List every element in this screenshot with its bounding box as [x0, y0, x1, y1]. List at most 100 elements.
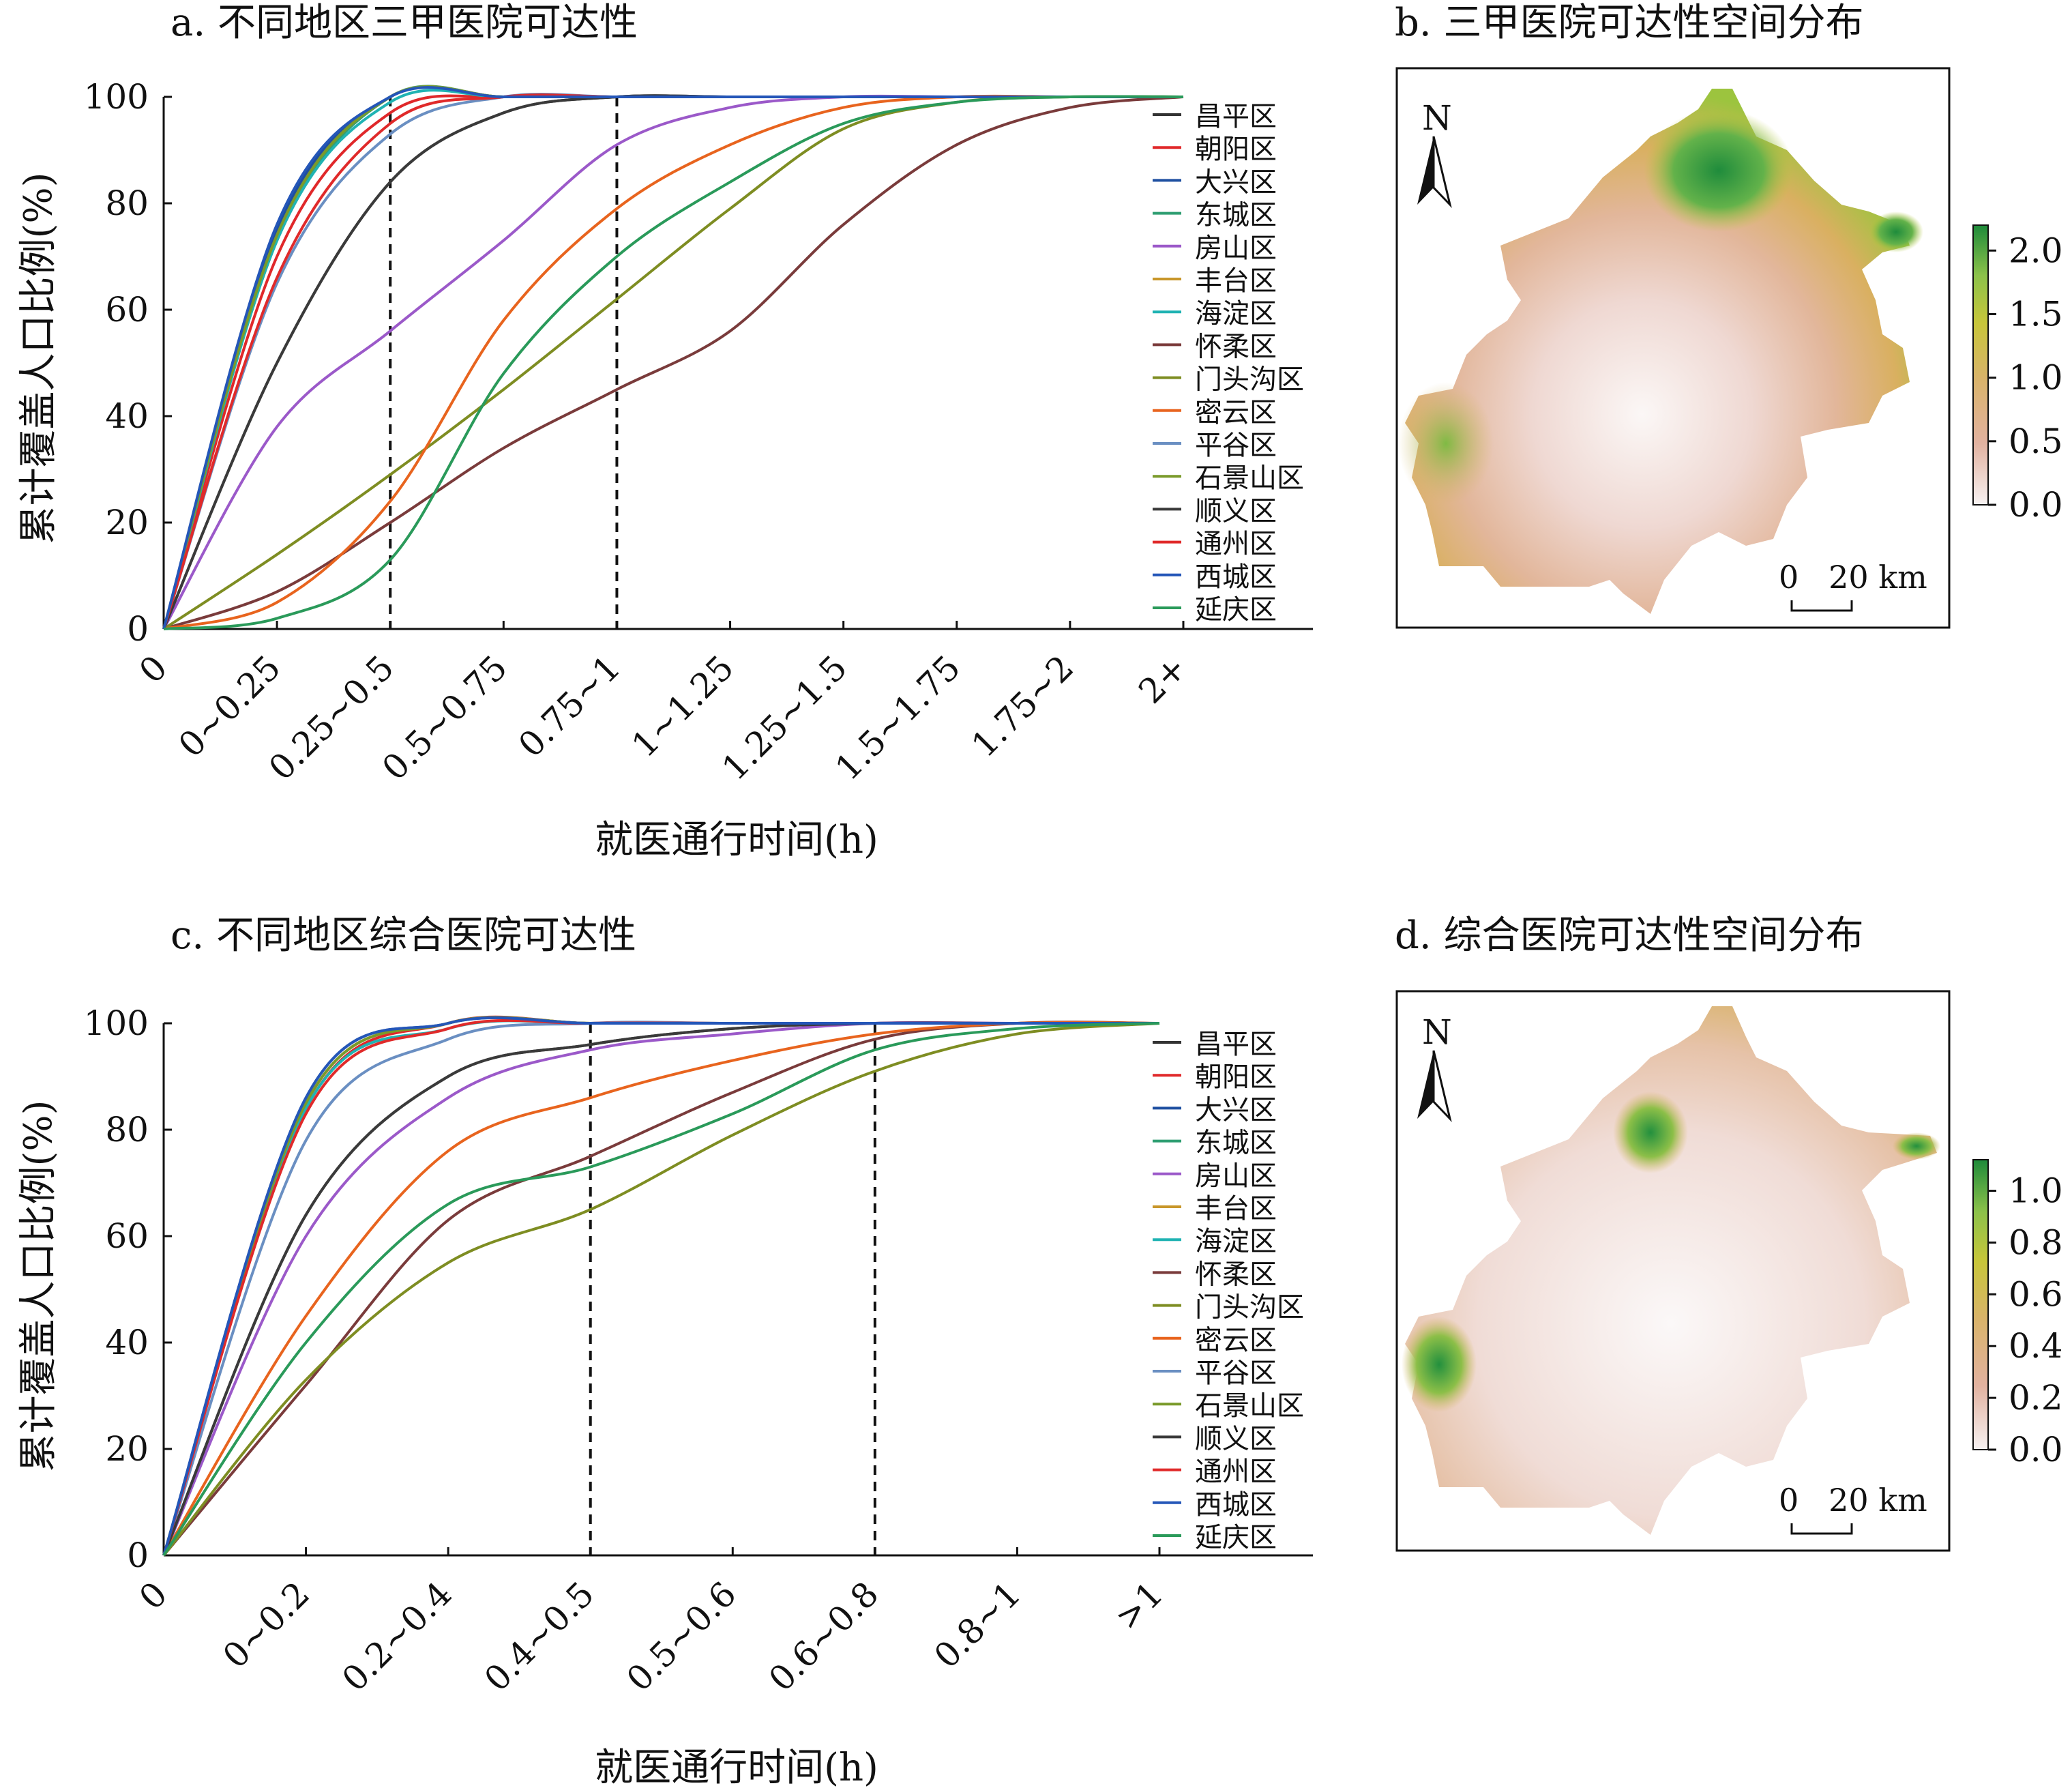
- y-tick-label: 100: [84, 1003, 149, 1043]
- legend-label: 通州区: [1195, 529, 1277, 560]
- y-tick-label: 20: [105, 1429, 149, 1469]
- panel-c-reference-lines: [589, 1023, 876, 1555]
- colorbar-tick-label: 0.0: [2009, 485, 2063, 525]
- legend-label: 朝阳区: [1195, 134, 1277, 165]
- scale-label: 0 20 km: [1779, 559, 1927, 596]
- colorbar-ramp: [1972, 224, 1989, 505]
- panel-b-colorbar: 0.0 0.5 1.0 1.5 2.0: [1972, 224, 2063, 525]
- panel-a-chart: a. 不同地区三甲医院可达性 累计覆盖人口比例(%) 就医通行时间(h) 0 20…: [16, 1, 1313, 862]
- legend-label: 朝阳区: [1195, 1061, 1277, 1093]
- panel-c-series: [162, 1015, 1160, 1557]
- scale-line: [1790, 600, 1853, 612]
- legend-label: 海淀区: [1195, 298, 1277, 329]
- legend-label: 东城区: [1195, 1128, 1277, 1159]
- y-tick-label: 0: [127, 1536, 149, 1575]
- y-tick-label: 40: [105, 396, 149, 436]
- colorbar-tick-label: 0.4: [2009, 1326, 2063, 1366]
- legend-label: 怀柔区: [1195, 331, 1277, 362]
- legend-label: 密云区: [1195, 397, 1277, 428]
- scale-line: [1790, 1523, 1853, 1535]
- north-arrow: N: [1417, 98, 1452, 209]
- panel-a-ylabel: 累计覆盖人口比例(%): [16, 173, 61, 544]
- legend-label: 石景山区: [1195, 463, 1304, 494]
- scale-bar: 0 20 km: [1779, 559, 1927, 612]
- x-tick-label: 0.6~0.8: [761, 1574, 886, 1699]
- y-tick-label: 20: [105, 503, 149, 542]
- panel-a-series: [162, 85, 1184, 630]
- panel-b-title: b. 三甲医院可达性空间分布: [1395, 1, 1863, 45]
- x-tick-label: 1.25~1.5: [715, 647, 855, 788]
- x-tick-label: 0.75~1: [511, 647, 628, 765]
- series-line-15: [162, 1016, 1159, 1556]
- north-arrow-left: [1417, 1051, 1434, 1119]
- series-line-14: [162, 1018, 1159, 1556]
- north-arrow-right: [1432, 1050, 1452, 1123]
- legend-label: 通州区: [1195, 1456, 1277, 1488]
- legend-label: 延庆区: [1195, 1522, 1277, 1553]
- north-arrow-right: [1432, 136, 1452, 209]
- panel-d-map: d. 综合医院可达性空间分布 N 0 20 km 0.0 0.2 0.4 0.6 0.8…: [1395, 913, 2063, 1552]
- panel-b-map: b. 三甲医院可达性空间分布 N 0 20 km 0.0 0.5 1.0 1.5 2.0: [1395, 1, 2063, 629]
- scale-label: 0 20 km: [1779, 1482, 1927, 1519]
- panel-d-colorbar: 0.0 0.2 0.4 0.6 0.8 1.0: [1972, 1159, 2063, 1469]
- x-tick-label: >1: [1107, 1574, 1170, 1637]
- map-high-west: [1402, 1317, 1477, 1412]
- colorbar-ramp: [1972, 1159, 1989, 1450]
- x-tick-label: 0.5~0.75: [374, 647, 515, 788]
- north-arrow-left: [1417, 136, 1434, 205]
- legend-label: 东城区: [1195, 200, 1277, 231]
- legend-label: 平谷区: [1195, 430, 1277, 461]
- legend-label: 丰台区: [1195, 265, 1277, 297]
- panel-c-chart: c. 不同地区综合医院可达性 累计覆盖人口比例(%) 就医通行时间(h) 0 20…: [16, 913, 1313, 1788]
- panel-a-reference-lines: [389, 97, 619, 629]
- x-tick-label: 2+: [1131, 647, 1194, 711]
- legend-label: 延庆区: [1195, 594, 1277, 626]
- scale-bar: 0 20 km: [1779, 1482, 1927, 1535]
- map-high-west: [1398, 382, 1494, 505]
- y-tick-label: 100: [84, 77, 149, 117]
- legend-label: 怀柔区: [1195, 1259, 1277, 1290]
- series-line-8: [163, 96, 1184, 630]
- legend-label: 石景山区: [1195, 1390, 1304, 1422]
- panel-d-title: d. 综合医院可达性空间分布: [1395, 913, 1863, 958]
- map-high-northeast: [1869, 211, 1923, 252]
- map-high-north: [1644, 109, 1794, 232]
- legend-label: 密云区: [1195, 1325, 1277, 1356]
- y-tick-label: 40: [105, 1323, 149, 1362]
- legend-label: 大兴区: [1195, 1094, 1277, 1126]
- colorbar-tick-label: 0.2: [2009, 1378, 2063, 1418]
- x-tick-label: 1.5~1.75: [828, 647, 968, 788]
- x-tick-label: 0.5~0.6: [619, 1574, 744, 1699]
- y-tick-label: 80: [105, 1110, 149, 1149]
- legend-label: 顺义区: [1195, 495, 1277, 527]
- colorbar-tick-label: 0.0: [2009, 1430, 2063, 1469]
- north-label: N: [1422, 98, 1452, 138]
- panel-a-axes: 02040608010000~0.250.25~0.50.5~0.750.75~…: [84, 77, 1313, 788]
- x-tick-label: 0.2~0.4: [335, 1574, 460, 1699]
- x-tick-label: 1~1.25: [624, 647, 741, 765]
- map-high-north: [1613, 1091, 1688, 1173]
- x-tick-label: 0.25~0.5: [261, 647, 402, 788]
- series-line-15: [162, 86, 1183, 630]
- north-arrow: N: [1417, 1012, 1452, 1123]
- series-line-9: [162, 1022, 1160, 1557]
- series-line-10: [162, 1021, 1160, 1557]
- x-tick-label: 0.4~0.5: [477, 1574, 602, 1699]
- legend-label: 大兴区: [1195, 166, 1277, 198]
- panel-c-legend: 昌平区朝阳区大兴区东城区房山区丰台区海淀区怀柔区门头沟区密云区平谷区石景山区顺义…: [1153, 1029, 1304, 1553]
- x-tick-label: 0.8~1: [927, 1574, 1028, 1675]
- x-tick-label: 0~0.2: [216, 1574, 317, 1675]
- legend-label: 平谷区: [1195, 1358, 1277, 1389]
- colorbar-tick-label: 0.8: [2009, 1222, 2063, 1262]
- x-tick-label: 0: [132, 1574, 175, 1617]
- legend-label: 昌平区: [1195, 1029, 1277, 1060]
- x-tick-label: 1.75~2: [964, 647, 1082, 765]
- map-high-northeast: [1893, 1132, 1940, 1160]
- legend-label: 房山区: [1195, 233, 1277, 264]
- colorbar-tick-label: 1.0: [2009, 1171, 2063, 1211]
- series-line-16: [162, 1022, 1160, 1557]
- series-line-16: [163, 95, 1184, 630]
- y-tick-label: 60: [105, 1216, 149, 1256]
- beijing-map-shape: [1405, 89, 1910, 614]
